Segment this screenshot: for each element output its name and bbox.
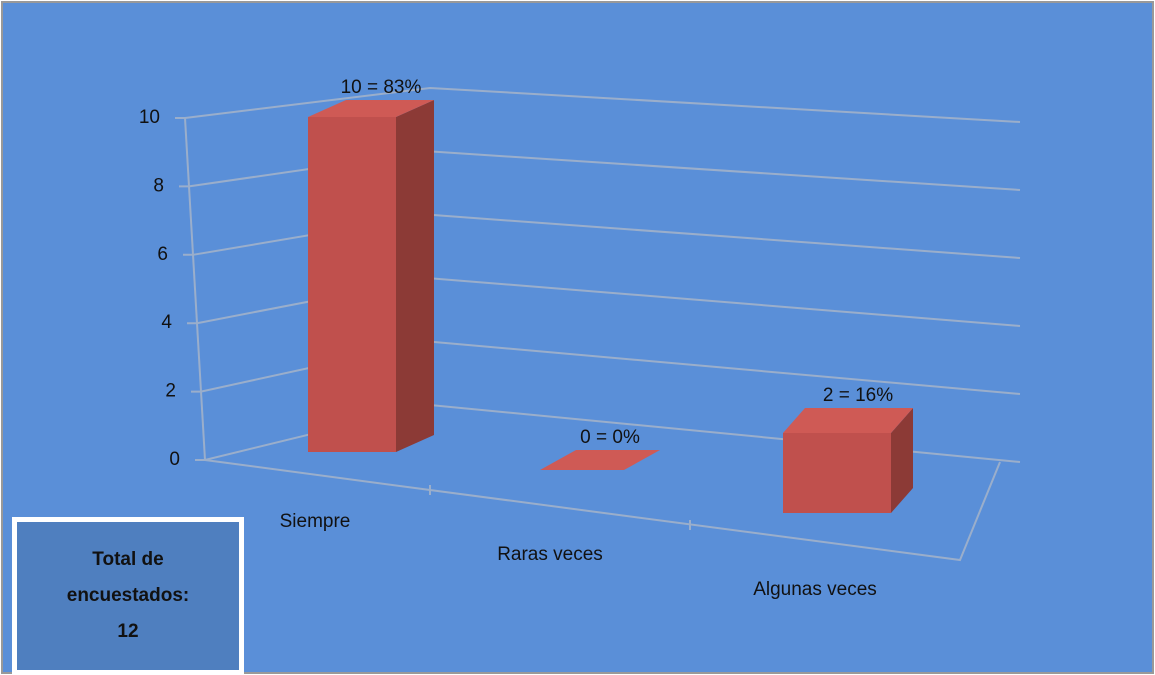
x-tick-label: Algunas veces <box>753 579 877 600</box>
bar-top <box>540 450 660 470</box>
y-tick-label: 8 <box>153 175 164 196</box>
y-tick-label: 6 <box>157 244 168 265</box>
y-tick-label: 2 <box>165 381 176 402</box>
bar-top <box>308 100 434 117</box>
axis-line <box>184 117 206 461</box>
bar <box>308 117 396 452</box>
bar-side <box>396 100 434 452</box>
bar-top <box>783 408 913 433</box>
bar <box>783 433 891 513</box>
bar-side <box>891 408 913 513</box>
grid-line <box>175 86 1021 123</box>
total-value: 12 <box>117 621 139 642</box>
x-tick-label: Siempre <box>280 511 351 532</box>
floor-edge <box>204 459 1001 562</box>
value-label: 0 = 0% <box>580 427 640 448</box>
value-label: 10 = 83% <box>341 77 422 98</box>
x-tick-label: Raras veces <box>497 544 603 565</box>
y-tick-label: 10 <box>139 107 160 128</box>
y-tick-label: 4 <box>161 312 172 333</box>
total-label: Total de encuestados: <box>66 549 190 606</box>
total-box: Total de encuestados: 12 <box>12 517 244 675</box>
y-tick-label: 0 <box>169 449 180 470</box>
value-label: 2 = 16% <box>823 385 893 406</box>
